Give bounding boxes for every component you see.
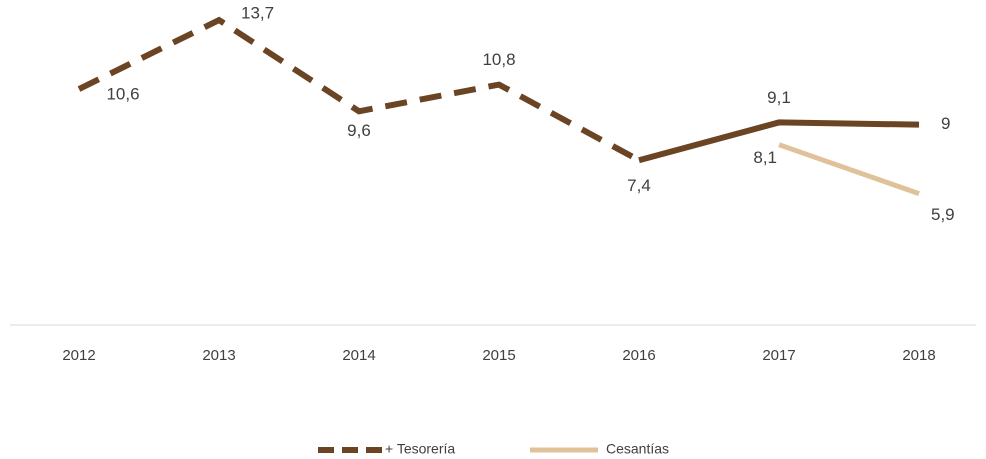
x-tick-label: 2016 <box>622 347 655 364</box>
x-tick-label: 2014 <box>342 347 375 364</box>
data-label: 10,6 <box>106 85 139 104</box>
legend-label: + Tesorería <box>385 441 455 457</box>
x-tick-label: 2015 <box>482 347 515 364</box>
x-tick-label: 2013 <box>202 347 235 364</box>
x-tick-label: 2012 <box>62 347 95 364</box>
data-label: 5,9 <box>931 205 955 224</box>
data-label: 8,1 <box>753 148 777 167</box>
series-line <box>638 119 920 164</box>
data-label: 9 <box>941 114 950 133</box>
legend-label: Cesantías <box>606 441 669 457</box>
series-line <box>778 142 920 197</box>
x-tick-label: 2017 <box>762 347 795 364</box>
data-label: 13,7 <box>241 4 274 23</box>
data-label: 7,4 <box>627 176 651 195</box>
data-label: 10,8 <box>482 50 515 69</box>
series-line <box>77 16 641 163</box>
data-label: 9,6 <box>347 121 371 140</box>
data-label: 9,1 <box>767 88 791 107</box>
x-tick-label: 2018 <box>902 347 935 364</box>
